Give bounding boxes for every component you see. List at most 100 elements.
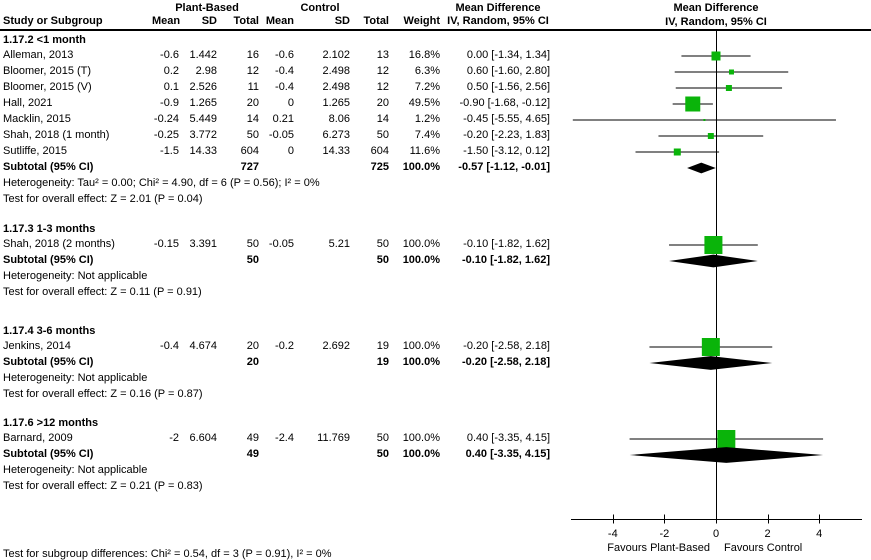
heterogeneity-note: Heterogeneity: Not applicable — [3, 270, 148, 282]
mean-difference-table-header: Mean Difference — [455, 2, 541, 14]
study-name-cell: Subtotal (95% CI) — [3, 161, 94, 173]
subtotal-row: Subtotal (95% CI) 50 50 100.0% -0.10 [-1.82,… — [0, 253, 553, 269]
control-sd-cell — [297, 355, 353, 371]
subgroup-label: 1.17.2 <1 month — [3, 34, 86, 46]
plant-sd-cell: 14.33 — [189, 145, 217, 157]
ci-column-header: IV, Random, 95% CI — [447, 15, 549, 27]
control-sd-cell: 8.06 — [328, 113, 350, 125]
control-total-cell: 20 — [376, 97, 389, 109]
study-row: Barnard, 2009 -2 6.604 49 -2.4 11.769 50 100.0%… — [0, 431, 553, 447]
plant-mean-cell: -0.4 — [160, 340, 179, 352]
plant-sd-column-header: SD — [201, 15, 217, 27]
study-row: Hall, 2021 -0.9 1.265 20 0 1.265 20 49.5% -0.90 … — [0, 96, 553, 112]
control-sd-cell: 2.498 — [322, 65, 350, 77]
mean-difference-plot-header: Mean Difference — [673, 2, 759, 14]
study-row: Macklin, 2015 -0.24 5.449 14 0.21 8.06 14 1.2% -… — [0, 112, 553, 128]
plant-mean-cell: -0.24 — [153, 113, 179, 125]
plant-total-cell: 49 — [246, 432, 259, 444]
control-total-cell: 12 — [376, 65, 389, 77]
control-sd-cell — [297, 447, 353, 463]
plant-total-cell: 49 — [246, 448, 259, 460]
study-row: Sutliffe, 2015 -1.5 14.33 604 0 14.33 604 11.6%… — [0, 144, 553, 160]
x-axis-tick-label: 0 — [713, 528, 719, 540]
subtotal-row: Subtotal (95% CI) 727 725 100.0% -0.57 [-1.1… — [0, 160, 553, 176]
control-mean-cell — [262, 253, 297, 269]
effect-marker — [711, 51, 721, 61]
control-sd-cell: 6.273 — [322, 129, 350, 141]
header-divider-line — [0, 29, 871, 31]
control-total-cell: 19 — [376, 356, 389, 368]
weight-cell: 16.8% — [408, 49, 440, 61]
plant-total-cell: 20 — [246, 340, 259, 352]
study-name-cell: Subtotal (95% CI) — [3, 356, 94, 368]
overall-effect-note: Test for overall effect: Z = 0.11 (P = 0… — [3, 286, 202, 298]
plant-mean-cell: -0.6 — [160, 49, 179, 61]
plant-total-column-header: Total — [233, 15, 259, 27]
study-column-header: Study or Subgroup — [3, 15, 103, 27]
plant-sd-cell — [182, 253, 220, 269]
study-name-cell: Bloomer, 2015 (V) — [3, 81, 92, 93]
plant-mean-cell — [152, 253, 182, 269]
weight-cell: 100.0% — [402, 161, 440, 173]
control-mean-cell: -0.05 — [268, 238, 294, 250]
subgroup-label: 1.17.3 1-3 months — [3, 223, 96, 235]
ci-cell: -0.90 [-1.68, -0.12] — [459, 97, 551, 109]
plant-total-cell: 20 — [246, 97, 259, 109]
ci-cell: -0.20 [-2.58, 2.18] — [461, 356, 550, 368]
ci-cell: -0.45 [-5.55, 4.65] — [463, 113, 550, 125]
study-row: Bloomer, 2015 (T) 0.2 2.98 12 -0.4 2.498 12 6.3… — [0, 64, 553, 80]
weight-cell: 1.2% — [414, 113, 440, 125]
weight-cell: 11.6% — [409, 145, 440, 157]
study-name-cell: Bloomer, 2015 (T) — [3, 65, 92, 77]
weight-cell: 7.2% — [414, 81, 440, 93]
control-mean-cell: -0.05 — [268, 129, 294, 141]
plant-mean-cell — [152, 160, 182, 176]
study-name-cell: Macklin, 2015 — [3, 113, 71, 125]
control-mean-column-header: Mean — [265, 15, 294, 27]
control-total-cell: 50 — [376, 129, 389, 141]
control-mean-cell — [262, 160, 297, 176]
control-mean-cell: 0 — [287, 145, 294, 157]
control-total-cell: 50 — [376, 448, 389, 460]
ci-cell: 0.40 [-3.35, 4.15] — [465, 448, 550, 460]
ci-cell: -0.20 [-2.58, 2.18] — [463, 340, 550, 352]
plant-total-cell: 50 — [246, 238, 259, 250]
study-name-cell: Barnard, 2009 — [3, 432, 73, 444]
forest-plot-canvas: -4 -2 0 2 4 Favours Plant-Based Favours Contro… — [571, 31, 862, 554]
subgroup-label: 1.17.4 3-6 months — [3, 325, 96, 337]
study-row: Shah, 2018 (2 months) -0.15 3.391 50 -0.05 5.… — [0, 237, 553, 253]
ci-cell: -0.20 [-2.23, 1.83] — [463, 129, 550, 141]
plant-sd-cell: 1.442 — [189, 49, 217, 61]
weight-cell: 100.0% — [402, 432, 440, 444]
control-sd-cell — [297, 160, 353, 176]
control-total-cell: 604 — [370, 145, 389, 157]
control-sd-cell: 1.265 — [322, 97, 350, 109]
plant-mean-cell — [152, 447, 182, 463]
control-total-cell: 13 — [376, 49, 389, 61]
plant-total-cell: 14 — [246, 113, 259, 125]
plant-total-cell: 50 — [246, 129, 259, 141]
plot-ci-method-header: IV, Random, 95% CI — [665, 16, 767, 28]
weight-cell: 7.4% — [414, 129, 440, 141]
study-name-cell: Hall, 2021 — [3, 97, 53, 109]
plant-total-cell: 20 — [246, 356, 259, 368]
x-axis-tick-label: 4 — [816, 528, 822, 540]
study-name-cell: Subtotal (95% CI) — [3, 448, 94, 460]
subgroup-label-row: 1.17.2 <1 month — [0, 33, 553, 49]
ci-cell: 0.60 [-1.60, 2.80] — [466, 65, 550, 77]
plant-mean-cell: -0.15 — [153, 238, 179, 250]
subgroup-label-row: 1.17.4 3-6 months — [0, 324, 553, 340]
control-total-cell: 725 — [370, 161, 389, 173]
control-total-cell: 19 — [376, 340, 389, 352]
ci-cell: -0.10 [-1.82, 1.62] — [463, 238, 550, 250]
study-name-cell: Shah, 2018 (1 month) — [3, 129, 110, 141]
plant-total-cell: 16 — [246, 49, 259, 61]
plant-mean-cell: -0.9 — [160, 97, 179, 109]
control-mean-cell — [262, 355, 297, 371]
weight-cell: 100.0% — [402, 254, 440, 266]
plant-sd-cell: 6.604 — [189, 432, 217, 444]
study-row: Bloomer, 2015 (V) 0.1 2.526 11 -0.4 2.498 12 7.… — [0, 80, 553, 96]
control-sd-cell — [297, 253, 353, 269]
weight-column-header: Weight — [403, 15, 440, 27]
